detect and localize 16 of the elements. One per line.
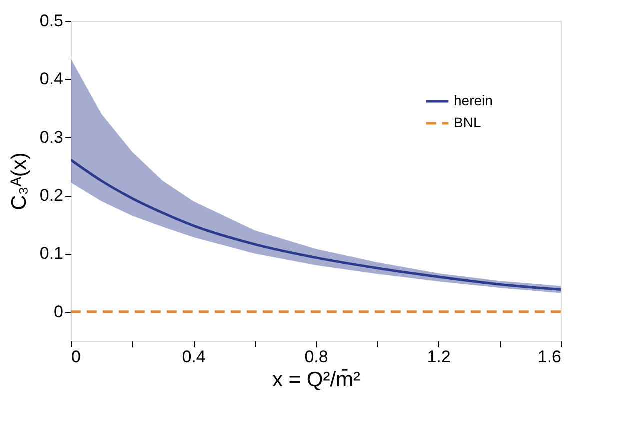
x-tick-label: 0.4 [182, 348, 206, 366]
x-tick-label: 0 [72, 348, 81, 366]
x-tick-label: 0.8 [304, 348, 328, 366]
y-tick-label: 0.4 [40, 70, 64, 89]
y-axis-title: C₃ᴬ(x) [8, 152, 31, 210]
y-tick-label: 0.1 [40, 244, 64, 264]
y-tick-label: 0.2 [40, 186, 64, 206]
x-tick-label: 1.6 [538, 348, 562, 366]
x-tick-label: 1.2 [427, 348, 451, 366]
y-tick-label: 0.5 [40, 12, 64, 30]
x-axis-title: x = Q²/m̄² [272, 368, 361, 392]
y-tick-label: 0.3 [40, 128, 64, 147]
line-series [71, 158, 561, 292]
legend-label: herein [454, 92, 493, 108]
legend-label: BNL [454, 114, 482, 130]
y-tick-label: 0 [54, 302, 64, 322]
